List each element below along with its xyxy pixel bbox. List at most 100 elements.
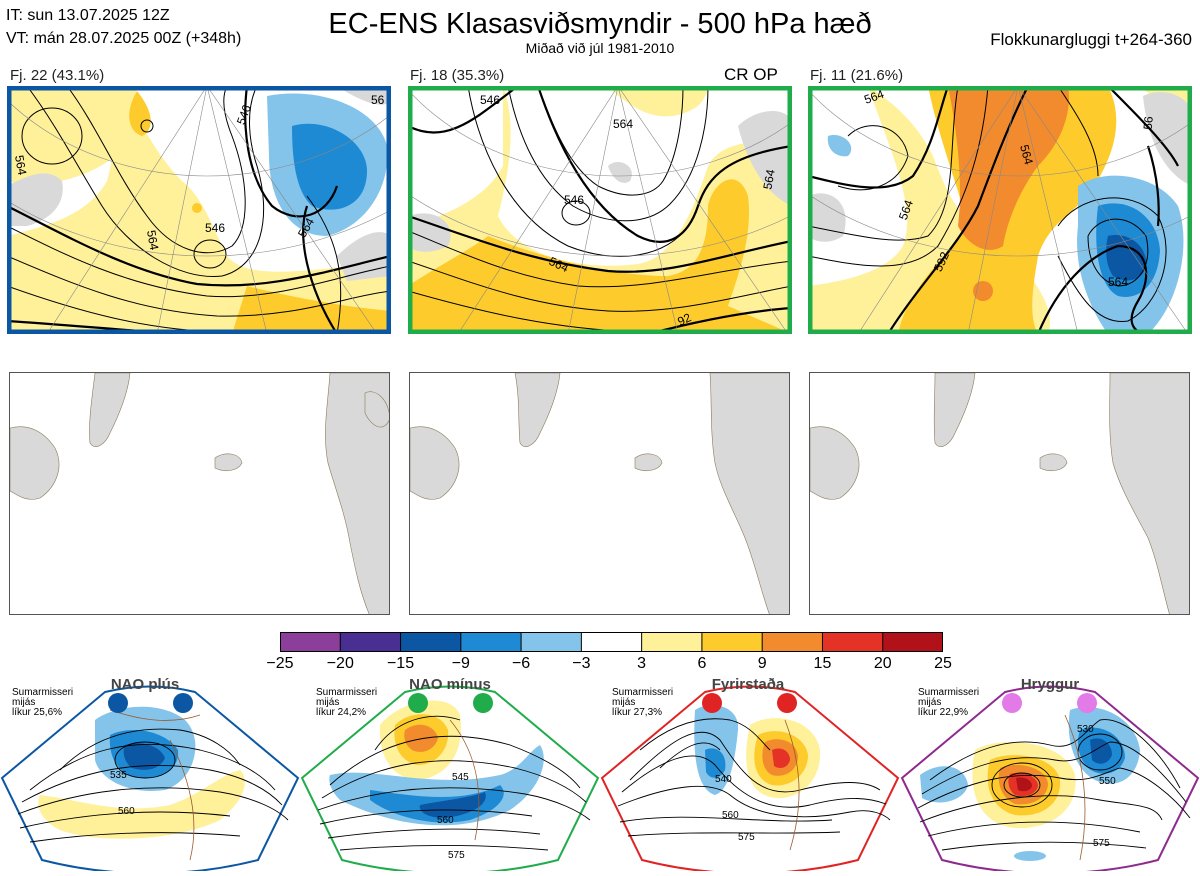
- regime-label: 575: [1093, 838, 1110, 849]
- cluster-2-frame: [408, 86, 792, 334]
- blank-map-1: [9, 372, 390, 615]
- regime-title: NAO plús: [110, 676, 180, 693]
- cluster-3-contour-label: 564: [862, 87, 886, 107]
- regime-marker: [473, 693, 493, 713]
- colorbar-swatch: [762, 632, 823, 652]
- colorbar-tick-label: 9: [757, 655, 767, 672]
- cluster-map-2: 546 564 564 546 564 92: [408, 86, 792, 334]
- regime-mean-text: mijás: [612, 697, 636, 708]
- cluster-3-contour-label: 564: [1017, 143, 1036, 166]
- regime-season-text: Sumarmisseri: [316, 687, 378, 698]
- regime-marker: [702, 693, 722, 713]
- colorbar-tick-label: 6: [697, 655, 707, 672]
- cluster-2-contour-label: 546: [480, 93, 500, 107]
- regime-season-text: Sumarmisseri: [612, 687, 674, 698]
- regime-season-text: Sumarmisseri: [12, 687, 74, 698]
- colorbar-tick-label: −20: [326, 655, 354, 672]
- regime-nao-minus: 545 560 575 NAO mínus Sumarmisseri mijás…: [300, 676, 600, 875]
- colorbar-swatch: [340, 632, 402, 652]
- regime-label: 535: [110, 770, 127, 781]
- colorbar-tick-label: 15: [813, 655, 832, 672]
- cluster-2-contour-label: 564: [613, 117, 633, 131]
- cluster-3-contour-label: 564: [896, 198, 916, 222]
- cluster-3-contour-label: 564: [1108, 275, 1128, 289]
- colorbar-swatch: [280, 632, 341, 652]
- regime-ridge: 530 550 575 Hryggur Sumarmisseri mijás l…: [900, 676, 1200, 875]
- colorbar-swatch: [882, 632, 944, 652]
- cluster-2-tag: CR OP: [724, 65, 778, 84]
- cluster-map-3: 564 564 564 592 564 56: [808, 86, 1192, 334]
- regime-mean-text: mijás: [12, 697, 36, 708]
- regime-marker: [1002, 693, 1022, 713]
- colorbar-swatch: [400, 632, 462, 652]
- colorbar-tick-label: 3: [637, 655, 647, 672]
- colorbar-swatch: [822, 632, 884, 652]
- regime-label: 575: [738, 832, 755, 843]
- regime-label: 560: [722, 810, 739, 821]
- initial-time: IT: sun 13.07.2025 12Z: [6, 7, 170, 24]
- regime-blocking: 540 560 575 Fyrirstaða Sumarmisseri mijá…: [600, 676, 900, 875]
- cluster-3-label: Fj. 11 (21.6%): [810, 67, 904, 84]
- valid-time: VT: mán 28.07.2025 00Z (+348h): [6, 30, 242, 47]
- regime-prob-text: líkur 25,6%: [12, 707, 63, 718]
- regime-label: 560: [118, 806, 135, 817]
- regime-label: 545: [452, 772, 469, 783]
- regime-season-text: Sumarmisseri: [918, 687, 980, 698]
- regime-marker: [408, 693, 428, 713]
- blank-map-2: [409, 372, 790, 615]
- cluster-2-contour-label: 92: [675, 310, 693, 328]
- blank-map-3: [809, 372, 1190, 615]
- colorbar-tick-label: 25: [934, 655, 952, 672]
- header-info: IT: sun 13.07.2025 12Z VT: mán 28.07.202…: [6, 4, 241, 50]
- colorbar-swatches: [280, 632, 944, 652]
- classification-window: Flokkunargluggi t+264-360: [990, 30, 1192, 49]
- colorbar-tick-label: −9: [451, 655, 470, 672]
- cluster-1-label: Fj. 22 (43.1%): [10, 67, 105, 84]
- regime-title: Fyrirstaða: [711, 676, 785, 693]
- regime-season: Sumarmisseri mijás líkur 25,6%: [12, 688, 73, 718]
- regime-season: Sumarmisseri mijás líkur 22,9%: [918, 688, 979, 718]
- cluster-2-label: Fj. 18 (35.3%): [410, 67, 505, 84]
- regime-mean-text: mijás: [316, 697, 340, 708]
- regime-mean-text: mijás: [918, 697, 942, 708]
- cluster-map-1: 564 546 546 564 564 56: [7, 86, 391, 334]
- regime-label: 550: [1099, 776, 1116, 787]
- regime-marker: [1077, 693, 1097, 713]
- cluster-1-contour-label: 564: [144, 229, 161, 251]
- regime-marker: [108, 693, 128, 713]
- colorbar-tick-label: −6: [511, 655, 531, 672]
- regime-season: Sumarmisseri mijás líkur 27,3%: [612, 688, 673, 718]
- regime-season: Sumarmisseri mijás líkur 24,2%: [316, 688, 377, 718]
- regime-label: 540: [715, 774, 732, 785]
- colorbar: [280, 632, 944, 652]
- regime-label: 575: [448, 850, 465, 861]
- page-subtitle: Miðað við júl 1981-2010: [525, 40, 675, 56]
- regime-label: 530: [1077, 724, 1094, 735]
- regime-label: 560: [437, 815, 454, 826]
- cluster-2-contour-label: 546: [564, 193, 584, 207]
- colorbar-swatch: [701, 632, 763, 652]
- colorbar-ticks: −25 −20 −15 −9 −6 −3 3 6 9 15 20 25: [266, 655, 951, 675]
- regime-prob-text: líkur 24,2%: [316, 707, 367, 718]
- colorbar-tick-label: −3: [572, 655, 591, 672]
- regime-title: Hryggur: [1020, 676, 1080, 693]
- regime-prob-text: líkur 22,9%: [918, 707, 969, 718]
- cluster-1-frame: [7, 86, 391, 334]
- regime-nao-plus: 535 560 NAO plús Sumarmisseri mijás líku…: [0, 676, 300, 875]
- cluster-1-contour-label: 564: [12, 154, 29, 176]
- page-title: EC-ENS Klasasviðsmyndir - 500 hPa hæð: [328, 8, 872, 40]
- colorbar-tick-label: −15: [386, 655, 415, 672]
- cluster-1-contour-label: 56: [371, 93, 385, 107]
- cluster-3-frame: [808, 86, 1192, 334]
- colorbar-tick-label: −25: [266, 655, 294, 672]
- colorbar-frame: [280, 632, 943, 652]
- cluster-2-contour-label: 564: [760, 168, 777, 190]
- colorbar-swatch: [521, 632, 582, 652]
- cluster-1-contour-label: 546: [205, 221, 225, 235]
- regime-marker: [173, 693, 193, 713]
- colorbar-swatch: [581, 632, 643, 652]
- colorbar-swatch: [460, 632, 522, 652]
- regime-prob-text: líkur 27,3%: [612, 707, 663, 718]
- regime-title: NAO mínus: [409, 676, 491, 693]
- colorbar-swatch: [641, 632, 703, 652]
